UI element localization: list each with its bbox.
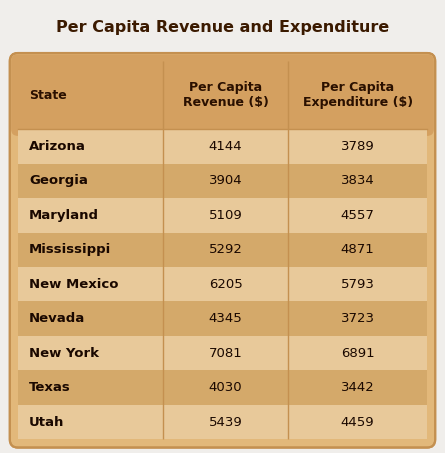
Text: Mississippi: Mississippi (29, 243, 111, 256)
Bar (18, 405, 427, 439)
Text: 4459: 4459 (341, 416, 374, 429)
Text: State: State (29, 89, 67, 101)
Text: Arizona: Arizona (29, 140, 86, 153)
Text: 4144: 4144 (209, 140, 243, 153)
Text: 3442: 3442 (341, 381, 375, 394)
Text: Georgia: Georgia (29, 174, 88, 188)
Bar (18, 336, 427, 371)
Bar (18, 129, 427, 164)
Bar (18, 232, 427, 267)
Text: 5439: 5439 (209, 416, 243, 429)
Text: 5109: 5109 (209, 209, 243, 222)
Text: 4030: 4030 (209, 381, 243, 394)
Text: 4871: 4871 (341, 243, 375, 256)
Text: Per Capita
Expenditure ($): Per Capita Expenditure ($) (303, 81, 413, 109)
Bar (18, 371, 427, 405)
Bar (18, 95, 427, 129)
Text: Nevada: Nevada (29, 312, 85, 325)
Text: 4345: 4345 (209, 312, 243, 325)
Text: 6205: 6205 (209, 278, 243, 291)
Text: New York: New York (29, 347, 99, 360)
FancyBboxPatch shape (11, 54, 434, 136)
Bar (18, 164, 427, 198)
Text: Per Capita Revenue and Expenditure: Per Capita Revenue and Expenditure (56, 20, 389, 35)
Bar (18, 267, 427, 302)
Text: 6891: 6891 (341, 347, 374, 360)
Text: 5292: 5292 (209, 243, 243, 256)
Bar (18, 302, 427, 336)
Text: Utah: Utah (29, 416, 64, 429)
Text: Texas: Texas (29, 381, 71, 394)
Text: 7081: 7081 (209, 347, 243, 360)
Text: 3723: 3723 (340, 312, 375, 325)
Text: 3904: 3904 (209, 174, 243, 188)
Text: 5793: 5793 (341, 278, 375, 291)
Text: Maryland: Maryland (29, 209, 99, 222)
Text: 4557: 4557 (341, 209, 375, 222)
Text: 3789: 3789 (341, 140, 375, 153)
Text: New Mexico: New Mexico (29, 278, 118, 291)
Text: 3834: 3834 (341, 174, 375, 188)
Text: Per Capita
Revenue ($): Per Capita Revenue ($) (182, 81, 268, 109)
FancyBboxPatch shape (10, 53, 435, 448)
Bar (18, 198, 427, 232)
